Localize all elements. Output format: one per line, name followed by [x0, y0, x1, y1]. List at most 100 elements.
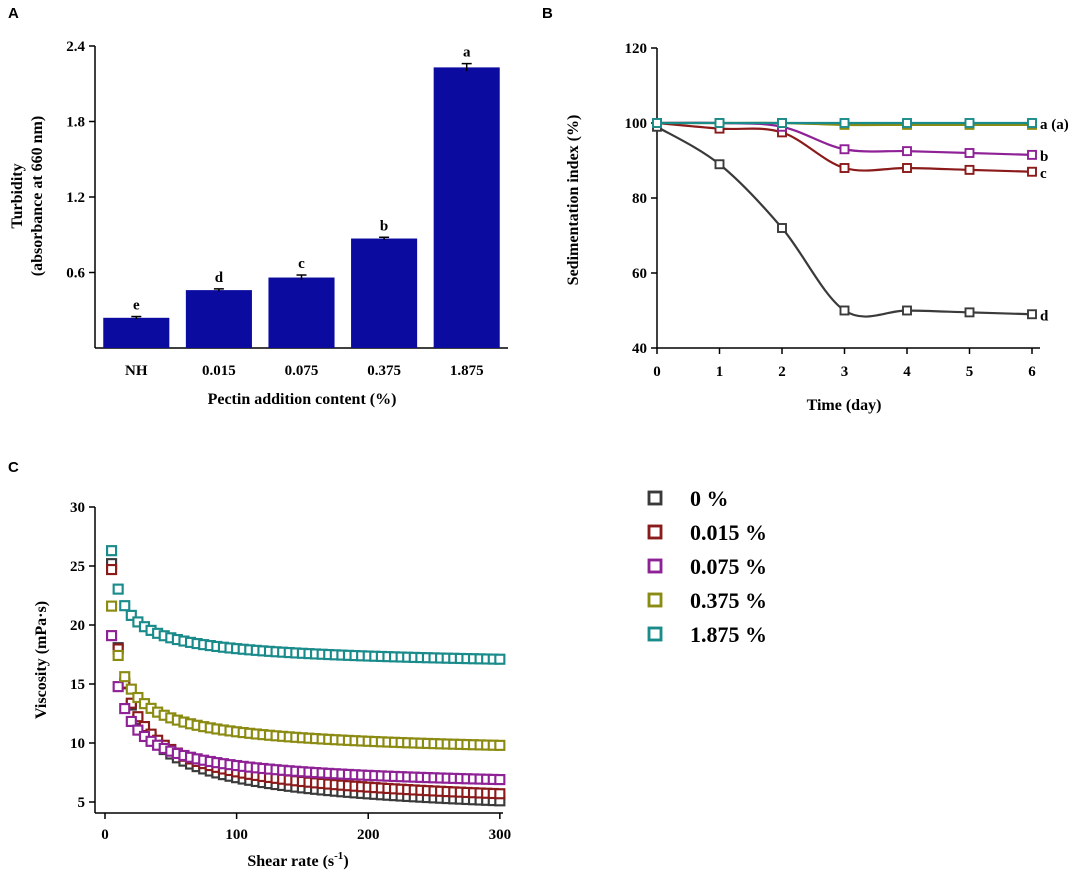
panel-a-y-tick-label: 1.2 [66, 190, 85, 206]
panel-b-x-tick-label: 4 [903, 364, 911, 380]
legend-label: 1.875 % [690, 622, 767, 647]
panel-c-y-tick-label: 25 [70, 559, 85, 575]
panel-c-data-point [119, 600, 131, 612]
panel-c-x-label-main: Shear rate (s [247, 853, 334, 870]
panel-a-x-axis-label: Pectin addition content (%) [208, 391, 397, 408]
panel-b-x-tick-label: 3 [841, 364, 849, 380]
panel-a-significance-letter: c [298, 256, 305, 272]
panel-b-x-tick-label: 5 [966, 364, 974, 380]
legend-marker [647, 592, 663, 608]
panel-b-data-point [839, 118, 850, 128]
panel-c-letter: C [8, 459, 19, 476]
panel-b-data-point [902, 305, 912, 316]
panel-c-data-point [119, 671, 131, 683]
panel-b-data-point [777, 223, 787, 233]
panel-a-bar [185, 290, 252, 348]
panel-b-data-point [1027, 118, 1037, 128]
panel-c-y-tick-label: 15 [70, 677, 85, 693]
panel-b-data-point [839, 163, 850, 173]
panel-b-y-tick-label: 40 [632, 341, 647, 357]
panel-a-y-tick-label: 1.8 [66, 115, 85, 131]
panel-a-letter: A [8, 5, 19, 22]
panel-c-data-point [125, 683, 137, 695]
panel-b-data-point [964, 148, 975, 158]
panel-c-x-tick-label: 100 [225, 827, 248, 843]
panel-c-y-axis-label: Viscosity (mPa·s) [33, 601, 50, 719]
panel-c-data-point [494, 653, 506, 665]
panel-a-x-tick-label: 0.375 [367, 363, 401, 379]
panel-c-data-point [132, 724, 144, 736]
panel-a-bar [103, 317, 170, 348]
panel-a-y-axis-label: Turbidity (absorbance at 660 nm) [9, 116, 46, 276]
panel-c-data-point [125, 609, 137, 621]
panel-b-significance-letter: b [1040, 149, 1048, 165]
panel-b-y-tick-label: 60 [632, 266, 647, 282]
panel-c-data-point [119, 703, 131, 715]
panel-b-y-tick-label: 120 [625, 41, 648, 57]
panel-b-x-tick-label: 2 [778, 364, 786, 380]
panel-c-data-point [106, 630, 118, 642]
panel-c-data-point [106, 600, 118, 612]
panel-a-y-tick-label: 0.6 [66, 266, 85, 282]
legend-label: 0 % [690, 486, 729, 511]
panel-c-data-point [132, 691, 144, 704]
panel-b-data-point [1027, 166, 1037, 177]
panel-a-y-label-line2: (absorbance at 660 nm) [29, 116, 46, 276]
panel-c-y-tick-label: 10 [70, 736, 85, 752]
panel-c-x-tick-label: 300 [489, 827, 512, 843]
panel-c-data-point [112, 649, 124, 662]
panel-b-sedimentation-chart: B Sedimentation index (%) 40 60 80 100 120 0 1… [542, 5, 1069, 414]
legend-marker [647, 626, 663, 642]
panel-b-x-tick-label: 6 [1028, 364, 1036, 380]
panel-b-data-point [652, 118, 662, 128]
panel-b-data-point [1027, 149, 1037, 160]
panel-b-y-tick-label: 80 [632, 191, 647, 207]
panel-a-significance-letter: b [380, 218, 388, 234]
panel-c-x-axis-label: Shear rate (s-1) [247, 850, 348, 870]
panel-a-x-tick-label: 0.015 [202, 363, 236, 379]
panel-b-data-point [839, 305, 850, 316]
panel-b-significance-letter: d [1040, 308, 1049, 324]
legend-marker [647, 558, 663, 574]
panel-c-x-label-end: ) [343, 853, 348, 870]
panel-b-x-tick-label: 0 [653, 364, 661, 380]
panel-b-data-point [777, 118, 787, 128]
panel-a-significance-letter: d [215, 270, 224, 286]
panel-b-y-axis-label: Sedimentation index (%) [565, 115, 582, 286]
panel-b-data-point [964, 118, 975, 128]
panel-b-data-point [902, 163, 912, 173]
panel-c-data-point [125, 715, 137, 728]
panel-a-bar [351, 238, 418, 348]
legend-label: 0.015 % [690, 520, 767, 545]
panel-c-y-tick-label: 30 [70, 500, 85, 516]
panel-c-data-point [112, 583, 124, 595]
panel-a-significance-letter: e [133, 298, 140, 314]
panel-c-data-point [494, 774, 506, 786]
panel-b-data-point [902, 146, 912, 157]
panel-c-x-tick-label: 200 [357, 827, 380, 843]
panel-a-y-label-line1: Turbidity [9, 163, 26, 228]
panel-a-x-tick-label: NH [125, 363, 148, 379]
panel-c-data-point [112, 681, 124, 693]
panel-b-x-axis-label: Time (day) [807, 397, 882, 414]
panel-b-data-point [902, 118, 912, 128]
panel-c-y-tick-label: 20 [70, 618, 85, 634]
panel-b-data-point [964, 307, 975, 318]
panel-b-x-tick-label: 1 [716, 364, 724, 380]
legend-label: 0.075 % [690, 554, 767, 579]
panel-b-data-point [714, 159, 725, 170]
panel-c-x-tick-label: 0 [101, 827, 109, 843]
panel-c-data-point [106, 545, 118, 557]
panel-b-data-point [714, 118, 725, 128]
panel-a-significance-letter: a [463, 45, 471, 61]
panel-b-letter: B [542, 5, 553, 22]
panel-b-y-tick-label: 100 [625, 116, 648, 132]
panel-a-turbidity-chart: A Turbidity (absorbance at 660 nm) 0.6 1.… [8, 5, 508, 408]
panel-c-data-point [106, 563, 118, 576]
panel-b-significance-letter: c [1040, 166, 1047, 182]
panel-b-data-point [964, 164, 975, 175]
legend-label: 0.375 % [690, 588, 767, 613]
panel-a-x-tick-label: 1.875 [450, 363, 484, 379]
panel-b-data-point [1027, 309, 1037, 320]
